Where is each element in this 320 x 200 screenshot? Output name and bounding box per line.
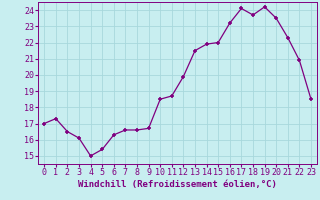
X-axis label: Windchill (Refroidissement éolien,°C): Windchill (Refroidissement éolien,°C) [78, 180, 277, 189]
